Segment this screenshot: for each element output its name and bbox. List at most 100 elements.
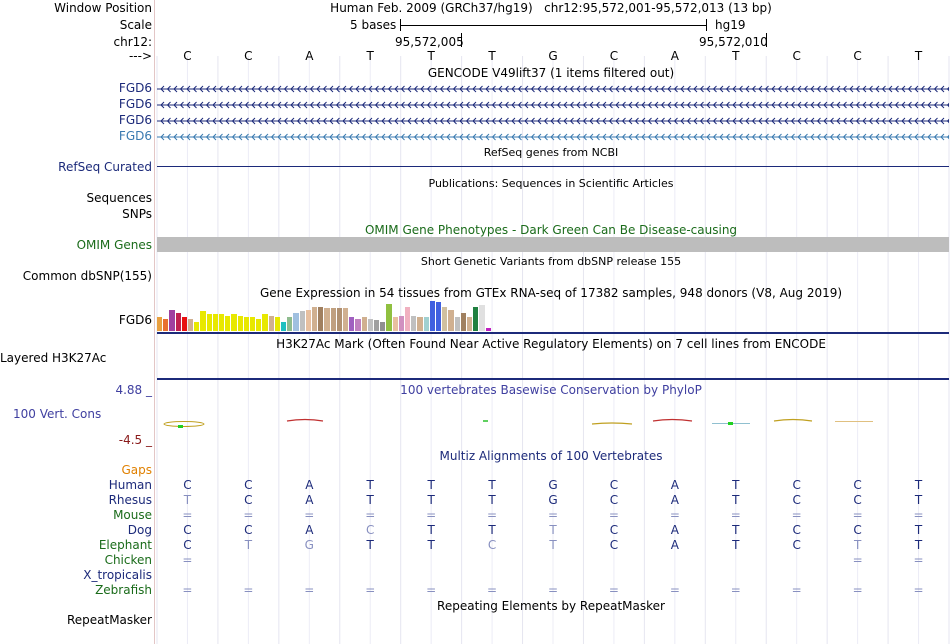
- gtex-tissue-bar[interactable]: [398, 316, 404, 331]
- gencode-transcript-label[interactable]: FGD6: [118, 81, 152, 95]
- gtex-tissue-bar[interactable]: [448, 310, 454, 331]
- multiz-species-label[interactable]: X_tropicalis: [83, 568, 152, 582]
- dbsnp-title[interactable]: Short Genetic Variants from dbSNP releas…: [420, 255, 682, 268]
- gencode-transcript-line[interactable]: [157, 84, 949, 94]
- gtex-tissue-bar[interactable]: [330, 308, 336, 331]
- gtex-tissue-bar[interactable]: [163, 319, 169, 331]
- gtex-tissue-bar[interactable]: [324, 308, 330, 331]
- gtex-tissue-bar[interactable]: [479, 305, 485, 331]
- gencode-transcript-line[interactable]: [157, 116, 949, 126]
- omim-label[interactable]: OMIM Genes: [76, 238, 152, 252]
- gtex-tissue-bar[interactable]: [467, 317, 473, 331]
- refseq-line[interactable]: [157, 166, 949, 167]
- multiz-title[interactable]: Multiz Alignments of 100 Vertebrates: [439, 449, 663, 463]
- gtex-tissue-bar[interactable]: [349, 317, 355, 331]
- gencode-transcript-label[interactable]: FGD6: [118, 113, 152, 127]
- gtex-tissue-bar[interactable]: [318, 307, 324, 331]
- gtex-tissue-bar[interactable]: [454, 317, 460, 331]
- gtex-tissue-bar[interactable]: [460, 313, 466, 331]
- gtex-tissue-bar[interactable]: [380, 322, 386, 331]
- gtex-title[interactable]: Gene Expression in 54 tissues from GTEx …: [259, 286, 843, 300]
- gtex-tissue-bar[interactable]: [411, 316, 417, 331]
- multiz-species-label[interactable]: Chicken: [104, 553, 152, 567]
- gtex-tissue-bar[interactable]: [442, 307, 448, 331]
- multiz-base: C: [183, 478, 192, 492]
- gtex-tissue-bar[interactable]: [355, 319, 361, 331]
- multiz-species-label[interactable]: Dog: [127, 523, 152, 537]
- gtex-label[interactable]: FGD6: [118, 313, 152, 327]
- publications-title[interactable]: Publications: Sequences in Scientific Ar…: [428, 177, 674, 190]
- multiz-base: =: [913, 583, 924, 597]
- gtex-tissue-bar[interactable]: [343, 308, 349, 331]
- multiz-species-label[interactable]: Mouse: [113, 508, 152, 522]
- omim-title[interactable]: OMIM Gene Phenotypes - Dark Green Can Be…: [364, 223, 738, 237]
- multiz-species-label[interactable]: Human: [108, 478, 152, 492]
- multiz-base: =: [487, 508, 498, 522]
- gtex-tissue-bar[interactable]: [312, 307, 318, 331]
- gtex-tissue-bar[interactable]: [231, 314, 237, 331]
- gtex-tissue-bar[interactable]: [200, 311, 206, 331]
- gtex-tissue-bar[interactable]: [250, 317, 256, 331]
- refseq-label[interactable]: RefSeq Curated: [58, 160, 152, 174]
- gencode-transcript-label[interactable]: FGD6: [118, 129, 152, 143]
- gtex-tissue-bar[interactable]: [243, 317, 249, 331]
- gtex-tissue-bar[interactable]: [262, 314, 268, 331]
- multiz-species-label[interactable]: Elephant: [98, 538, 152, 552]
- gtex-tissue-bar[interactable]: [374, 320, 380, 331]
- h3k27ac-baseline: [157, 378, 949, 380]
- sequences-label[interactable]: Sequences: [86, 191, 152, 205]
- gtex-tissue-bar[interactable]: [417, 317, 423, 331]
- gtex-tissue-bar[interactable]: [473, 307, 479, 331]
- gtex-tissue-bar[interactable]: [367, 319, 373, 331]
- gtex-tissue-bar[interactable]: [293, 313, 299, 331]
- refseq-title[interactable]: RefSeq genes from NCBI: [483, 146, 619, 159]
- ruler-base: G: [548, 49, 558, 63]
- gtex-tissue-bar[interactable]: [206, 314, 212, 331]
- gtex-tissue-bar[interactable]: [287, 317, 293, 331]
- gencode-title[interactable]: GENCODE V49lift37 (1 items filtered out): [427, 66, 675, 80]
- gtex-tissue-bar[interactable]: [169, 310, 175, 331]
- gtex-bars[interactable]: [157, 300, 557, 331]
- gtex-tissue-bar[interactable]: [436, 302, 442, 331]
- snps-label[interactable]: SNPs: [122, 207, 152, 221]
- gtex-tissue-bar[interactable]: [268, 316, 274, 331]
- h3k27ac-title[interactable]: H3K27Ac Mark (Often Found Near Active Re…: [276, 337, 826, 351]
- gtex-tissue-bar[interactable]: [423, 317, 429, 331]
- gtex-tissue-bar[interactable]: [305, 310, 311, 331]
- omim-bar[interactable]: [157, 237, 949, 252]
- gtex-tissue-bar[interactable]: [157, 317, 163, 331]
- multiz-species-label[interactable]: Zebrafish: [95, 583, 152, 597]
- gtex-tissue-bar[interactable]: [188, 319, 194, 331]
- multiz-base: =: [426, 508, 437, 522]
- dbsnp-label[interactable]: Common dbSNP(155): [22, 269, 152, 283]
- gtex-tissue-bar[interactable]: [405, 307, 411, 331]
- gtex-tissue-bar[interactable]: [175, 313, 181, 331]
- repeatmasker-label[interactable]: RepeatMasker: [66, 613, 152, 627]
- gencode-transcript-line[interactable]: [157, 100, 949, 110]
- gtex-tissue-bar[interactable]: [219, 314, 225, 331]
- multiz-species-label[interactable]: Rhesus: [108, 493, 152, 507]
- gtex-tissue-bar[interactable]: [237, 316, 243, 331]
- gencode-transcript-label[interactable]: FGD6: [118, 97, 152, 111]
- gtex-tissue-bar[interactable]: [361, 317, 367, 331]
- gtex-tissue-bar[interactable]: [194, 322, 200, 331]
- gtex-tissue-bar[interactable]: [299, 311, 305, 331]
- gtex-tissue-bar[interactable]: [429, 301, 435, 331]
- conservation-plot[interactable]: [157, 410, 949, 432]
- gtex-tissue-bar[interactable]: [392, 317, 398, 331]
- conservation-label[interactable]: 100 Vert. Cons: [13, 407, 102, 421]
- gtex-tissue-bar[interactable]: [181, 317, 187, 331]
- repeatmasker-title[interactable]: Repeating Elements by RepeatMasker: [437, 599, 665, 613]
- multiz-base: C: [609, 523, 619, 537]
- gencode-transcript-line[interactable]: [157, 132, 949, 142]
- gtex-tissue-bar[interactable]: [336, 308, 342, 331]
- gtex-tissue-bar[interactable]: [281, 322, 287, 331]
- gtex-tissue-bar[interactable]: [212, 314, 218, 331]
- h3k27ac-label[interactable]: Layered H3K27Ac: [0, 351, 107, 365]
- gtex-tissue-bar[interactable]: [386, 304, 392, 331]
- gtex-tissue-bar[interactable]: [256, 319, 262, 331]
- conservation-title[interactable]: 100 vertebrates Basewise Conservation by…: [400, 383, 702, 397]
- gtex-tissue-bar[interactable]: [225, 316, 231, 331]
- gtex-tissue-bar[interactable]: [485, 328, 491, 331]
- gtex-tissue-bar[interactable]: [274, 317, 280, 331]
